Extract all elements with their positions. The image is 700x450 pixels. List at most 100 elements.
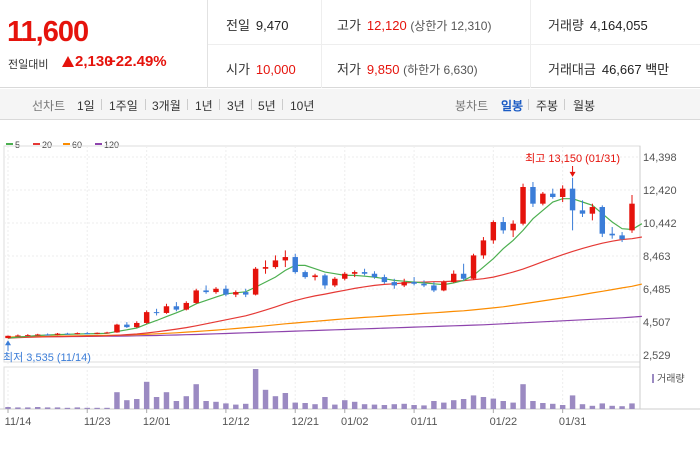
volume-bar xyxy=(233,404,239,409)
candle-body xyxy=(124,324,130,328)
volume-bar xyxy=(550,403,556,409)
volume-bar xyxy=(490,398,497,409)
candle-body xyxy=(500,222,506,231)
low-annotation: 최저 3,535 (11/14) xyxy=(3,351,91,364)
candle-body xyxy=(470,255,477,279)
candle-body xyxy=(550,193,556,198)
tab-3m[interactable]: 3개월 xyxy=(152,99,181,113)
tab-10y[interactable]: 10년 xyxy=(290,99,315,113)
candle-body xyxy=(569,188,576,211)
volume-bar xyxy=(292,402,298,409)
volume-bar xyxy=(242,403,249,409)
stat-label: 저가 xyxy=(337,62,361,77)
chart-tabs: 선차트 1일 1주일 3개월 1년 3년 5년 10년 봉차트 일봉 주봉 월봉 xyxy=(0,89,700,120)
legend-label: 60 xyxy=(72,140,83,150)
candle-body xyxy=(114,324,120,333)
legend-ma60: 60 xyxy=(63,140,82,150)
volume-bar xyxy=(441,402,447,409)
volume-bar xyxy=(44,407,51,409)
volume-bar xyxy=(470,395,477,409)
stat-value: 10,000 xyxy=(255,62,296,77)
candle-body xyxy=(609,233,615,236)
candle-body xyxy=(44,334,51,336)
candle-body xyxy=(54,333,61,335)
volume-bar xyxy=(252,369,259,409)
candle-body xyxy=(5,335,11,339)
high-annotation: 최고 13,150 (01/31) xyxy=(525,152,620,165)
tab-daily[interactable]: 일봉 xyxy=(501,99,524,113)
candle-body xyxy=(401,282,407,286)
volume-bar xyxy=(569,395,576,409)
divider xyxy=(208,44,700,45)
x-tick-label: 01/11 xyxy=(411,416,438,428)
candle-body xyxy=(619,235,625,240)
volume-legend-label: 거래량 xyxy=(657,373,685,385)
tab-1y[interactable]: 1년 xyxy=(195,99,213,113)
stat-open: 시가 10,000 xyxy=(226,59,296,78)
tab-3y[interactable]: 3년 xyxy=(227,99,245,113)
legend-label: 5 xyxy=(15,140,21,150)
y-tick-label: 14,398 xyxy=(643,152,677,164)
volume-bar xyxy=(559,405,566,409)
divider xyxy=(187,99,188,110)
candle-body xyxy=(302,272,308,278)
candle-body xyxy=(25,335,31,337)
tab-1d[interactable]: 1일 xyxy=(77,99,95,113)
change-percent: +22.49% xyxy=(107,53,167,70)
volume-bar xyxy=(500,401,506,409)
volume-bar xyxy=(282,393,289,409)
stat-high: 고가 12,120 (상한가 12,310) xyxy=(337,15,491,34)
change-amount: 2,130 xyxy=(75,53,113,70)
candle-body xyxy=(272,260,279,268)
stat-sub: (상한가 12,310) xyxy=(410,19,492,33)
volume-bar xyxy=(124,400,130,409)
moving-average-ma20 xyxy=(7,236,643,339)
y-tick-label: 12,420 xyxy=(643,185,677,197)
stat-value: 12,120 xyxy=(366,18,407,33)
candle-body xyxy=(84,333,90,335)
volume-bar xyxy=(134,399,140,409)
tab-weekly[interactable]: 주봉 xyxy=(536,99,559,113)
candle-body xyxy=(322,275,328,286)
volume-bar xyxy=(223,403,229,409)
candle-body xyxy=(530,186,536,204)
volume-bar xyxy=(371,404,378,409)
volume-bar xyxy=(480,397,487,409)
candle-body xyxy=(559,188,566,198)
y-tick-label: 8,463 xyxy=(643,251,671,263)
legend-label: 120 xyxy=(104,140,120,150)
volume-bar xyxy=(5,407,11,409)
legend-ma120: 120 xyxy=(95,140,119,150)
candle-body xyxy=(242,292,249,295)
volume-bar xyxy=(302,403,308,409)
candle-body xyxy=(431,285,437,291)
stat-low: 저가 9,850 (하한가 6,630) xyxy=(337,59,478,78)
x-tick-label: 01/31 xyxy=(559,416,587,428)
divider xyxy=(530,0,531,88)
volume-bar xyxy=(589,405,596,409)
change-value: 2,130 xyxy=(62,53,113,70)
volume-bar xyxy=(94,407,100,409)
volume-bar xyxy=(351,401,358,409)
candle-body xyxy=(421,283,427,286)
x-tick-label: 11/23 xyxy=(84,416,111,428)
candle-body xyxy=(599,207,606,234)
volume-bar xyxy=(530,401,536,409)
tab-1w[interactable]: 1주일 xyxy=(109,99,138,113)
volume-bar xyxy=(104,407,110,409)
candle-body xyxy=(64,333,71,335)
x-tick-label: 12/21 xyxy=(291,416,319,428)
stat-label: 거래량 xyxy=(548,18,584,33)
candle-body xyxy=(490,222,497,241)
candle-body xyxy=(579,210,586,214)
candle-body xyxy=(173,306,180,310)
tab-5y[interactable]: 5년 xyxy=(258,99,276,113)
volume-bar xyxy=(114,392,120,409)
volume-bar xyxy=(143,381,150,409)
tab-monthly[interactable]: 월봉 xyxy=(573,99,596,113)
stat-value: 46,667 백만 xyxy=(601,62,670,77)
divider xyxy=(219,99,220,110)
x-tick-label: 11/14 xyxy=(5,416,32,428)
legend-ma20: 20 xyxy=(33,140,52,150)
